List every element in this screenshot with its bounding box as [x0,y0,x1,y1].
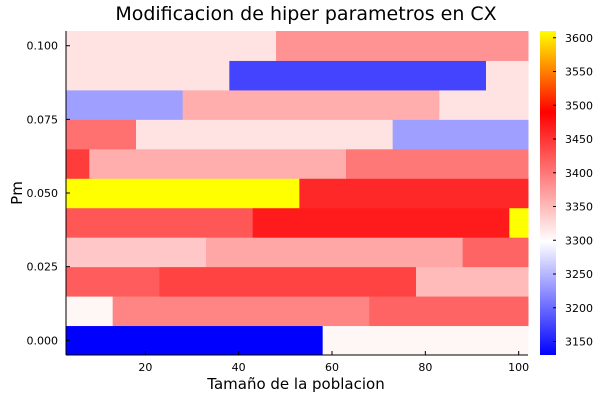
y-axis-ticks: 0.000 0.025 0.050 0.075 0.100 [27,40,70,347]
heatmap-cell [66,266,160,297]
colorbar-tick-label: 3500 [565,99,593,112]
heatmap-cell [66,60,230,91]
colorbar-tick-label: 3300 [565,234,593,247]
heatmap-cell [486,60,529,91]
colorbar-tick-label: 3150 [565,336,593,349]
heatmap-cell [346,148,529,179]
heatmap-cell [112,296,370,327]
heatmap-cell [276,31,529,61]
y-tick-label: 0.100 [27,40,59,53]
heatmap-cell [66,207,254,238]
heatmap-cell [66,31,277,61]
heatmap-cell [136,119,394,150]
colorbar-tick-label: 3350 [565,201,593,214]
heatmap-cell [322,325,529,356]
heatmap-cell [392,119,529,150]
colorbar-tick-label: 3550 [565,66,593,79]
colorbar-tick-label: 3400 [565,167,593,180]
colorbar-ticks: 3150 3200 3250 3300 3350 3400 3450 3500 3550 3600 [553,32,593,349]
y-axis-label: Pm [8,181,26,205]
heatmap-cell [229,60,487,91]
x-tick-label: 60 [325,361,339,374]
heatmap-cell [462,237,529,268]
x-tick-label: 100 [508,361,529,374]
heatmap-cell [66,325,324,356]
y-tick-label: 0.075 [27,113,59,126]
colorbar-tick-label: 3600 [565,32,593,45]
heatmap-cell [66,296,114,327]
heatmap-cell [159,266,417,297]
heatmap-cell [252,207,510,238]
y-tick-label: 0.025 [27,261,59,274]
heatmap-cell [509,207,529,238]
x-tick-label: 80 [418,361,432,374]
heatmap-cell [369,296,529,327]
x-tick-label: 20 [138,361,152,374]
heatmap-cell [66,178,300,209]
colorbar-tick-label: 3200 [565,302,593,315]
y-tick-label: 0.000 [27,334,59,347]
heatmap-cell [66,119,137,150]
heatmap-cell [299,178,529,209]
heatmap-cells [66,31,529,356]
heatmap-cell [66,237,207,268]
colorbar [540,31,556,355]
chart-title: Modificacion de hiper parametros en CX [115,3,496,25]
heatmap-cell [182,89,440,120]
heatmap-cell [89,148,347,179]
x-axis-label: Tamaño de la poblacion [206,375,384,393]
heatmap-cell [66,148,90,179]
y-tick-label: 0.050 [27,187,59,200]
heatmap-cell [439,89,529,120]
heatmap-cell [66,89,184,120]
heatmap-cell [416,266,529,297]
x-axis-ticks: 20 40 60 80 100 [138,351,529,374]
x-tick-label: 40 [232,361,246,374]
colorbar-tick-label: 3250 [565,268,593,281]
heatmap-cell [206,237,464,268]
colorbar-tick-label: 3450 [565,133,593,146]
